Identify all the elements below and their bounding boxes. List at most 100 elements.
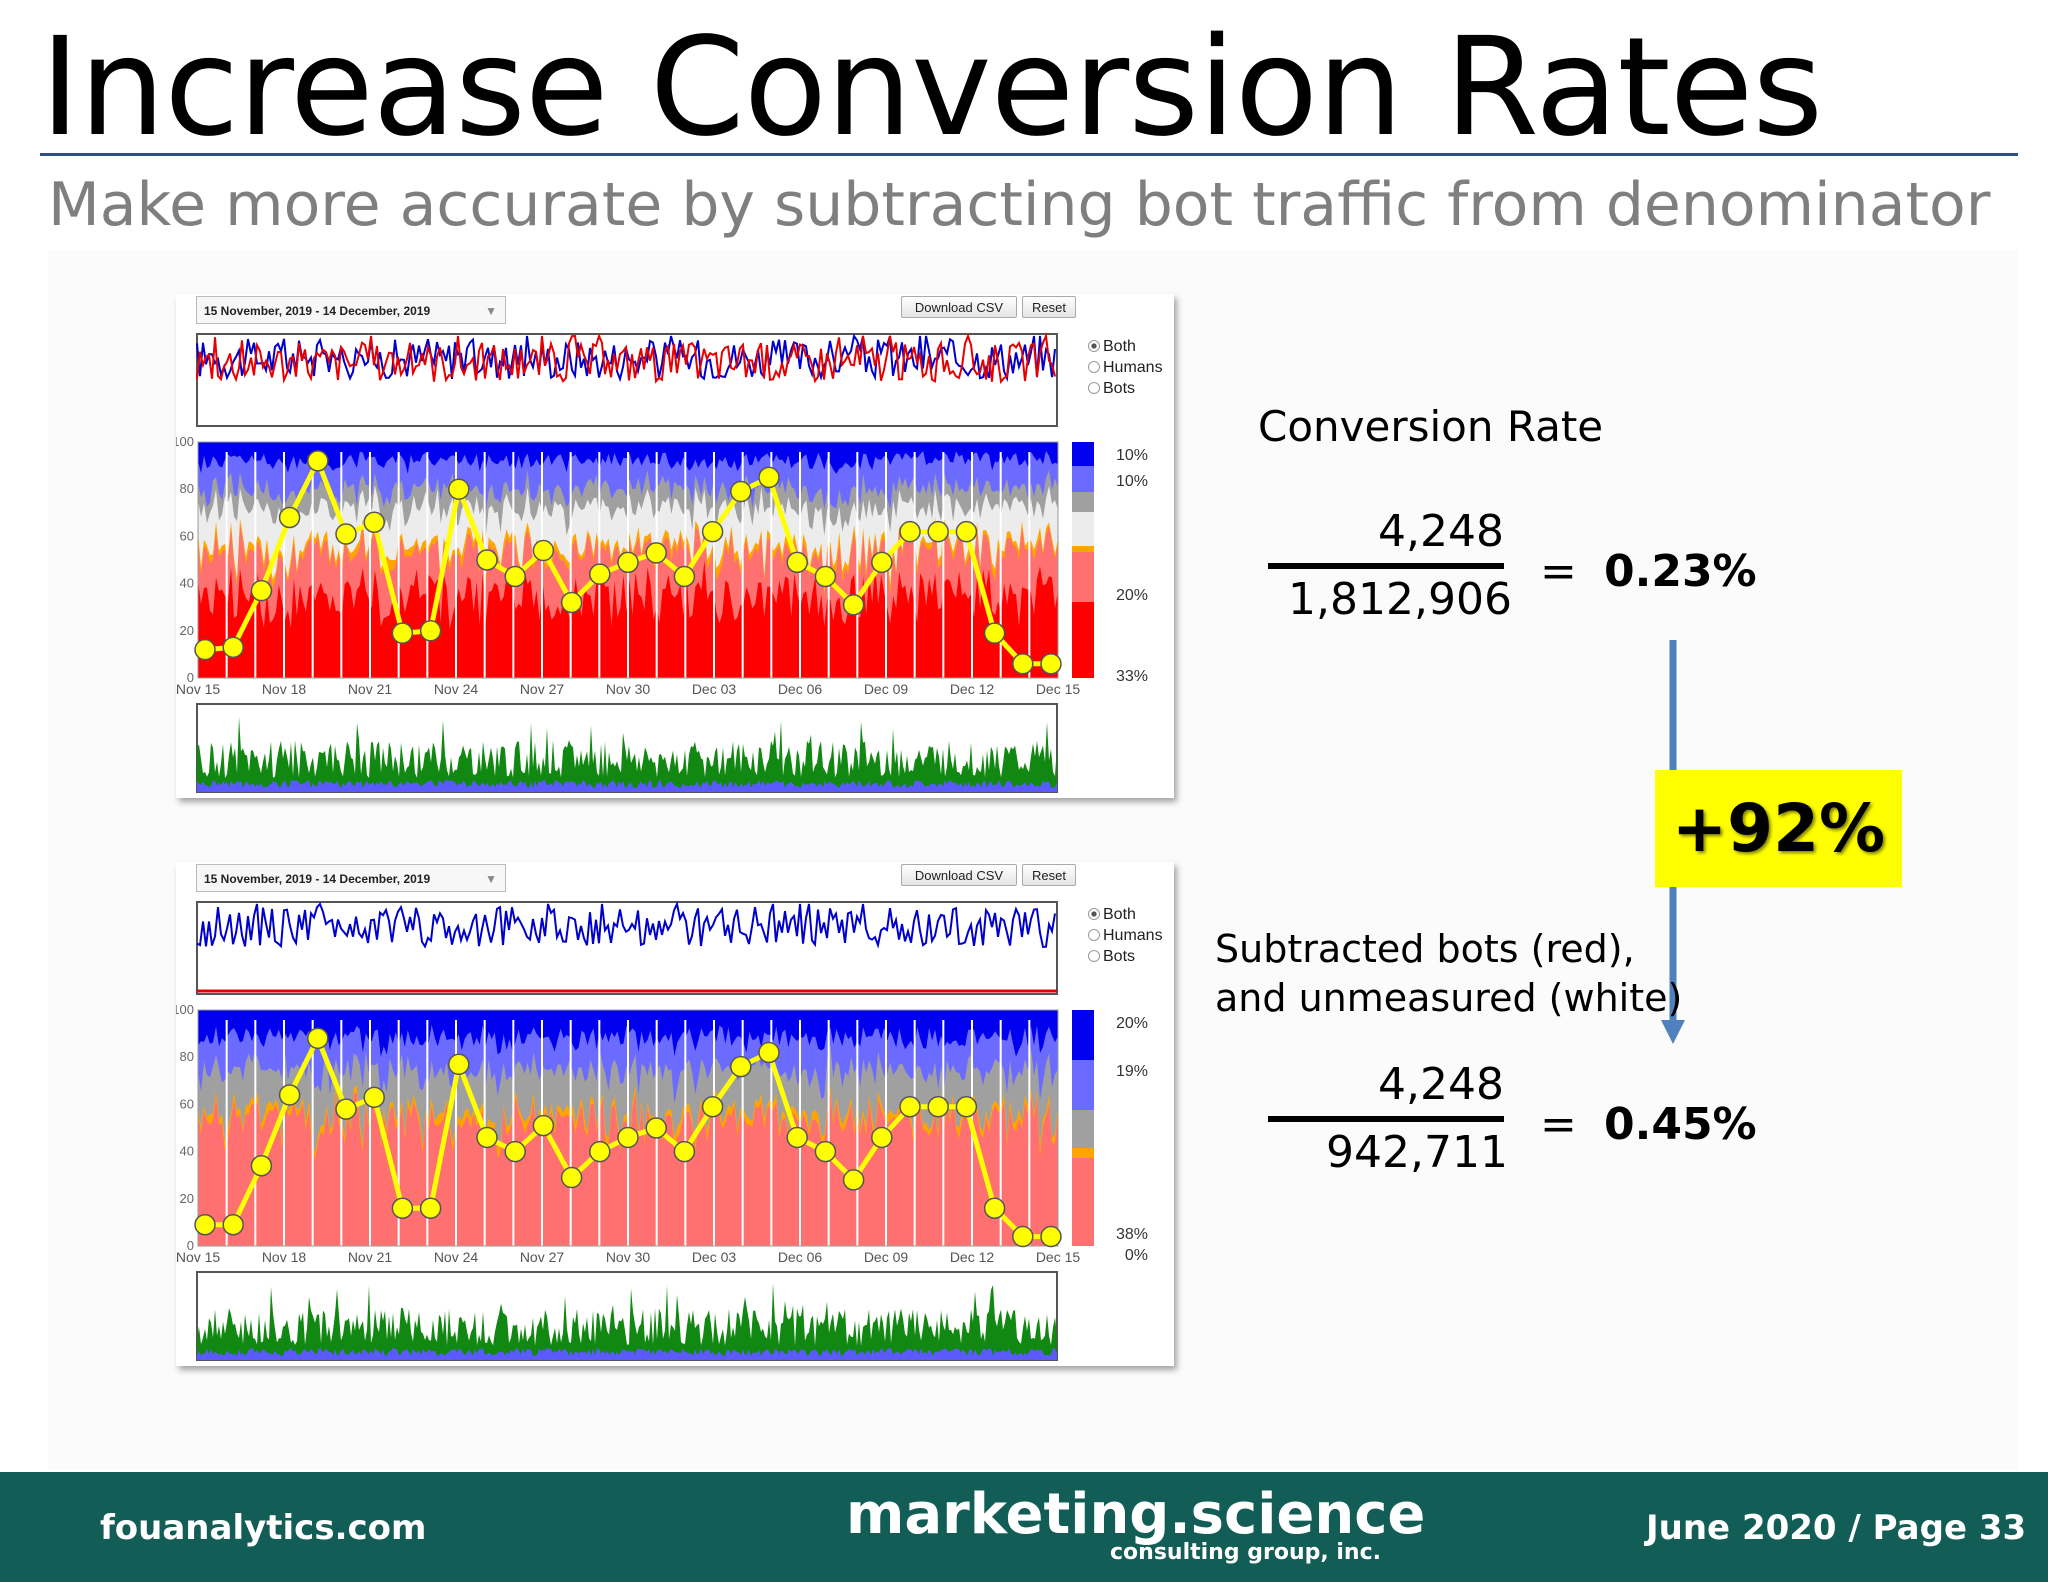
data-point [335, 1098, 357, 1120]
data-point [250, 1155, 273, 1177]
data-point [758, 1041, 780, 1064]
x-tick-label: Nov 30 [606, 1249, 651, 1265]
data-point [758, 466, 780, 489]
x-tick-label: Nov 24 [434, 681, 479, 697]
data-point [532, 539, 555, 562]
x-tick-label: Nov 15 [176, 681, 220, 697]
radio-dot-icon[interactable] [1088, 929, 1100, 941]
data-point [419, 1197, 442, 1219]
radio-bots[interactable]: Bots [1088, 946, 1135, 967]
x-tick-label: Nov 18 [262, 681, 307, 697]
data-point [222, 636, 244, 659]
data-point [1012, 1225, 1034, 1248]
data-point [589, 563, 611, 585]
y-tick-label: 20 [180, 623, 194, 638]
legend-swatch [1072, 442, 1094, 466]
radio-label: Both [1103, 906, 1136, 923]
reset-button[interactable]: Reset [1022, 864, 1076, 886]
slide-subtitle: Make more accurate by subtracting bot tr… [48, 170, 1991, 240]
after-equals: = [1540, 1099, 1577, 1150]
before-result: 0.23% [1604, 546, 1757, 597]
legend-swatch [1072, 1010, 1094, 1060]
data-point [899, 520, 921, 543]
radio-both[interactable]: Both [1088, 336, 1136, 357]
volume-area [197, 716, 1057, 792]
data-point [673, 1140, 696, 1163]
data-point [589, 1140, 611, 1163]
legend-percent: 19% [1116, 1063, 1148, 1080]
volume-base-area [197, 780, 1057, 792]
data-point [476, 549, 498, 571]
radio-dot-icon[interactable] [1088, 950, 1100, 962]
after-result: 0.45% [1604, 1099, 1757, 1150]
legend-percent: 0% [1125, 1247, 1148, 1264]
data-point [814, 565, 837, 588]
data-point [701, 1096, 724, 1118]
data-point [842, 1169, 865, 1191]
after-denominator: 942,711 [1326, 1127, 1508, 1178]
radio-humans[interactable]: Humans [1088, 357, 1163, 378]
x-tick-label: Dec 03 [692, 1249, 737, 1265]
radio-dot-icon[interactable] [1088, 382, 1100, 394]
radio-bots[interactable]: Bots [1088, 378, 1135, 399]
note-line-1: Subtracted bots (red), [1215, 927, 1635, 971]
trace-line [196, 332, 1056, 385]
legend-percent: 38% [1116, 1226, 1148, 1243]
y-tick-label: 40 [180, 1144, 194, 1159]
legend-percent: 10% [1116, 473, 1148, 490]
dropdown-arrow-icon[interactable]: ▼ [485, 872, 497, 886]
dashboard-panel-before: 15 November, 2019 - 14 December, 2019 ▼ Do… [176, 294, 1174, 798]
legend-swatch [1072, 602, 1094, 678]
data-point [730, 1055, 752, 1078]
data-point [645, 542, 667, 564]
data-point [278, 1084, 301, 1106]
data-point [1040, 1225, 1062, 1248]
y-tick-label: 0 [187, 1238, 194, 1253]
data-point [532, 1114, 555, 1137]
slide-title: Increase Conversion Rates [40, 9, 1823, 167]
before-equals: = [1540, 546, 1577, 597]
data-point [927, 520, 949, 543]
radio-humans[interactable]: Humans [1088, 925, 1163, 946]
footer-logo: marketing.science [846, 1482, 1426, 1547]
data-point [448, 478, 470, 500]
date-range-field[interactable]: 15 November, 2019 - 14 December, 2019 ▼ [196, 864, 506, 892]
date-range-field[interactable]: 15 November, 2019 - 14 December, 2019 ▼ [196, 296, 506, 324]
radio-both[interactable]: Both [1088, 904, 1136, 925]
data-point [194, 638, 216, 661]
download-csv-button[interactable]: Download CSV [901, 864, 1017, 886]
reset-button[interactable]: Reset [1022, 296, 1076, 318]
download-csv-button[interactable]: Download CSV [901, 296, 1017, 318]
legend-swatch [1072, 552, 1094, 602]
x-tick-label: Nov 27 [520, 1249, 565, 1265]
legend-swatch [1072, 512, 1094, 546]
legend-swatch [1072, 1060, 1094, 1110]
radio-dot-icon[interactable] [1088, 340, 1100, 352]
data-point [617, 551, 639, 574]
data-point [560, 1166, 583, 1189]
dropdown-arrow-icon[interactable]: ▼ [485, 304, 497, 318]
radio-label: Bots [1103, 380, 1136, 397]
data-point [814, 1140, 837, 1163]
y-tick-label: 20 [180, 1191, 194, 1206]
data-point [419, 620, 442, 642]
data-point [983, 622, 1006, 644]
before-denominator: 1,812,906 [1288, 574, 1512, 625]
x-tick-label: Nov 21 [348, 1249, 393, 1265]
footer-page: June 2020 / Page 33 [1646, 1508, 2027, 1548]
data-point [278, 506, 301, 529]
radio-dot-icon[interactable] [1088, 361, 1100, 373]
data-point [645, 1117, 667, 1139]
volume-base-area [197, 1348, 1057, 1360]
data-point [899, 1096, 921, 1118]
y-tick-label: 100 [176, 434, 194, 449]
x-tick-label: Dec 06 [778, 681, 823, 697]
x-tick-label: Dec 12 [950, 681, 995, 697]
y-tick-label: 0 [187, 670, 194, 685]
data-point [871, 1126, 893, 1149]
legend-swatch [1072, 1148, 1094, 1158]
y-tick-label: 40 [180, 576, 194, 591]
radio-dot-icon[interactable] [1088, 908, 1100, 920]
trace-line [196, 900, 1056, 949]
